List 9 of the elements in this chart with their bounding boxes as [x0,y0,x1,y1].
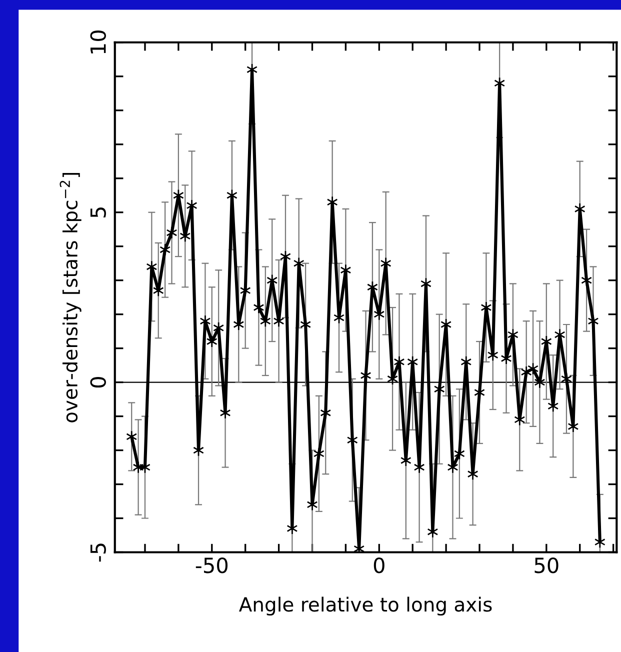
x-tick-label: 50 [534,557,558,574]
x-axis-title: Angle relative to long axis [239,596,492,616]
y-tick-label: 0 [90,377,106,388]
x-tick-label: 0 [374,557,384,574]
y-tick-label: -5 [90,544,106,562]
y-tick-label: 10 [90,30,106,54]
x-tick-label: -50 [196,557,228,574]
y-tick-label: 5 [90,208,106,218]
y-axis-title: over-density [stars kpc$^{−2}$] [60,173,82,422]
